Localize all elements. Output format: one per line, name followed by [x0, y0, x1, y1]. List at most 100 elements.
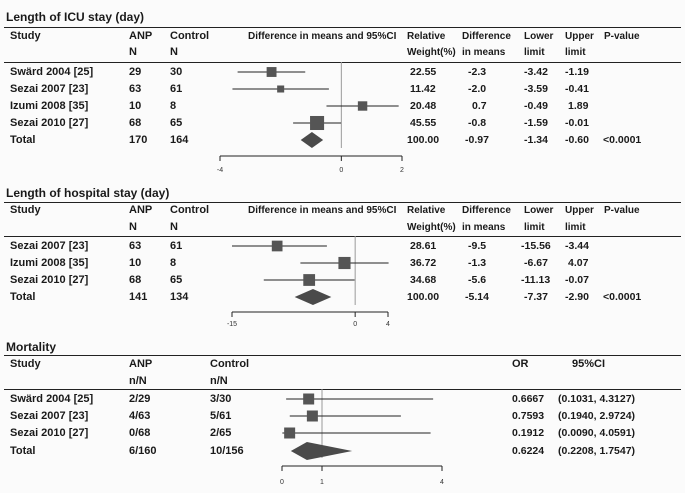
weight-value: 100.00	[407, 134, 440, 146]
control-n: 8	[170, 257, 177, 269]
p-value: <0.0001	[603, 134, 642, 146]
col-control-sub: N	[170, 221, 178, 233]
divider	[4, 62, 681, 63]
upper-value: -0.07	[565, 274, 589, 286]
weight-value: 20.48	[410, 100, 437, 112]
anp-n: 10	[129, 100, 142, 112]
col-anp: ANP	[129, 358, 153, 370]
col-upper-sub: limit	[565, 47, 586, 58]
control-n: 65	[170, 117, 183, 129]
col-ci: 95%CI	[572, 358, 606, 370]
control-n: 164	[170, 134, 189, 146]
col-anp-sub: N	[129, 46, 137, 58]
col-difference: Difference	[462, 31, 511, 42]
lower-value: -3.59	[524, 83, 548, 95]
control-n: 61	[170, 240, 183, 252]
col-anp-sub: n/N	[129, 375, 147, 387]
x-tick-label: -4	[217, 167, 223, 174]
col-weight-sub: Weight(%)	[407, 47, 456, 58]
x-tick-label: 4	[440, 479, 444, 486]
study-marker	[306, 410, 318, 422]
diff-value: -0.8	[468, 117, 487, 129]
study-marker	[310, 115, 325, 131]
upper-value: -0.60	[565, 134, 589, 146]
anp-events: 2/29	[129, 393, 151, 405]
anp-events: 6/160	[129, 445, 157, 457]
divider	[4, 236, 681, 237]
control-n: 65	[170, 274, 183, 286]
study-name: Izumi 2008 [35]	[10, 257, 89, 269]
study-name: Sezai 2007 [23]	[10, 410, 89, 422]
panel-title: Length of hospital stay (day)	[6, 186, 170, 200]
study-name: Swärd 2004 [25]	[10, 393, 94, 405]
pooled-diamond	[294, 289, 332, 305]
panel-title: Mortality	[6, 340, 57, 354]
x-tick-label: 0	[339, 167, 343, 174]
control-events: 10/156	[210, 445, 244, 457]
anp-n: 63	[129, 83, 142, 95]
lower-value: -1.34	[524, 134, 548, 146]
lower-value: -15.56	[521, 240, 551, 252]
weight-value: 11.42	[410, 83, 436, 95]
x-tick-label: 0	[280, 479, 284, 486]
col-anp: ANP	[129, 30, 153, 42]
study-name: Sezai 2010 [27]	[10, 427, 89, 439]
x-tick-label: 0	[353, 321, 357, 328]
control-events: 3/30	[210, 393, 232, 405]
lower-value: -6.67	[524, 257, 548, 269]
col-upper: Upper	[565, 205, 594, 216]
study-marker	[266, 67, 277, 77]
lower-value: -11.13	[521, 274, 551, 286]
col-study: Study	[10, 30, 41, 42]
ci-value: (0.0090, 4.0591)	[558, 427, 636, 439]
weight-value: 36.72	[410, 257, 437, 269]
control-events: 2/65	[210, 427, 232, 439]
study-name: Sezai 2010 [27]	[10, 274, 89, 286]
control-n: 134	[170, 291, 189, 303]
anp-n: 141	[129, 291, 148, 303]
diff-value: -2.0	[468, 83, 487, 95]
col-pvalue: P-value	[604, 205, 640, 216]
study-name: Total	[10, 445, 36, 457]
col-lower-sub: limit	[524, 222, 545, 233]
col-weight: Relative	[407, 205, 446, 216]
control-events: 5/61	[210, 410, 232, 422]
anp-events: 0/68	[129, 427, 151, 439]
col-or: OR	[512, 358, 529, 370]
lower-value: -3.42	[524, 66, 548, 78]
panel-title: Length of ICU stay (day)	[6, 10, 145, 24]
upper-value: 1.89	[568, 100, 589, 112]
study-marker	[271, 240, 283, 252]
upper-value: -3.44	[565, 240, 589, 252]
col-study: Study	[10, 204, 41, 216]
divider	[4, 355, 681, 356]
x-tick-label: 1	[320, 479, 324, 486]
control-n: 30	[170, 66, 183, 78]
anp-n: 68	[129, 117, 142, 129]
col-weight: Relative	[407, 31, 446, 42]
study-name: Swärd 2004 [25]	[10, 66, 94, 78]
or-value: 0.7593	[512, 410, 545, 422]
x-tick-label: 4	[386, 321, 390, 328]
col-upper-sub: limit	[565, 222, 586, 233]
weight-value: 22.55	[410, 66, 437, 78]
ci-value: (0.2208, 1.7547)	[558, 445, 636, 457]
pooled-diamond	[300, 132, 324, 148]
diff-value: -0.97	[465, 134, 489, 146]
x-tick-label: 2	[400, 167, 404, 174]
divider	[4, 389, 681, 390]
weight-value: 34.68	[410, 274, 437, 286]
col-lower: Lower	[524, 205, 554, 216]
anp-n: 29	[129, 66, 142, 78]
divider	[4, 27, 681, 28]
study-name: Sezai 2007 [23]	[10, 83, 89, 95]
col-difference-sub: in means	[462, 47, 506, 58]
pooled-diamond	[290, 442, 353, 460]
control-n: 8	[170, 100, 177, 112]
or-value: 0.6667	[512, 393, 545, 405]
or-value: 0.1912	[512, 427, 545, 439]
diff-value: 0.7	[472, 100, 487, 112]
col-weight-sub: Weight(%)	[407, 222, 456, 233]
diff-value: -5.6	[468, 274, 487, 286]
